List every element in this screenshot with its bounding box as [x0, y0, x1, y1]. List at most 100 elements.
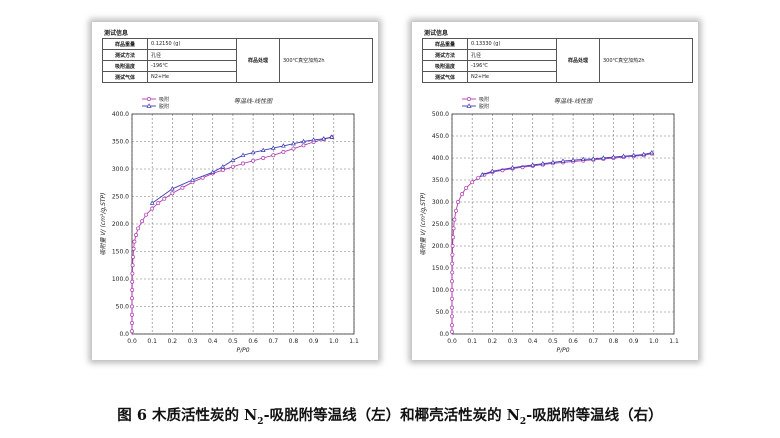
- y-tick-label: 350.0: [112, 139, 129, 146]
- data-point-circle: [470, 180, 475, 185]
- data-point-circle: [241, 161, 245, 166]
- data-point-circle: [130, 263, 135, 268]
- data-point-triangle: [250, 149, 256, 155]
- data-point-circle: [291, 146, 296, 151]
- y-tick-label: 200.0: [112, 221, 129, 228]
- treatment-label: 样品处理: [556, 38, 600, 83]
- data-point-circle: [450, 261, 455, 266]
- info-value: -196℃: [467, 60, 557, 72]
- y-tick-label: 300.0: [432, 199, 449, 206]
- data-point-circle: [144, 212, 149, 217]
- y-tick-label: 50.0: [116, 304, 130, 311]
- data-point-circle: [450, 244, 455, 248]
- x-axis-label: P/P0: [556, 347, 569, 354]
- data-point-circle: [450, 288, 454, 292]
- data-point-circle: [450, 329, 454, 334]
- data-point-circle: [271, 153, 276, 158]
- data-point-circle: [131, 255, 135, 259]
- test-info-table: 样品重量 0.13330 (g) 样品处理 300℃真空加热2h 测试方法 孔径…: [422, 38, 693, 83]
- data-point-circle: [132, 239, 137, 244]
- figure-caption: 图 6 木质活性炭的 N2-吸脱附等温线（左）和椰壳活性炭的 N2-吸脱附等温线…: [0, 404, 780, 427]
- info-label: 样品重量: [102, 38, 148, 50]
- data-point-triangle: [301, 138, 306, 144]
- data-point-circle: [130, 288, 135, 292]
- y-tick-label: 50.0: [436, 309, 450, 316]
- data-point-circle: [451, 226, 456, 231]
- info-title: 测试信息: [104, 30, 129, 37]
- treatment-label: 样品处理: [236, 38, 280, 83]
- data-point-triangle: [291, 140, 296, 146]
- data-point-circle: [170, 191, 175, 196]
- x-tick-label: 1.0: [649, 338, 659, 345]
- x-tick-label: 1.1: [669, 338, 679, 345]
- legend-marker: [466, 103, 472, 108]
- data-point-circle: [460, 192, 465, 197]
- info-label: 测试气体: [422, 71, 468, 83]
- info-label: 测试方法: [422, 49, 468, 61]
- test-info-table: 样品重量 0.12150 (g) 样品处理 300℃真空加热2h 测试方法 孔径…: [102, 38, 373, 83]
- data-point-triangle: [611, 154, 616, 159]
- y-tick-label: 300.0: [112, 166, 129, 173]
- y-tick-label: 250.0: [112, 194, 129, 201]
- x-tick-label: 1.0: [329, 338, 339, 345]
- data-point-circle: [301, 143, 306, 148]
- caption-middle: -吸脱附等温线（左）和椰壳活性炭的 N: [263, 407, 520, 424]
- data-point-circle: [454, 208, 458, 213]
- y-axis-label: 吸附量 V/ (cm³/g,STP): [419, 192, 427, 255]
- y-tick-label: 450.0: [432, 133, 449, 140]
- series-line: [451, 153, 652, 332]
- info-label: 样品重量: [422, 38, 468, 50]
- x-tick-label: 0.5: [548, 338, 558, 345]
- x-tick-label: 0.8: [289, 338, 299, 345]
- data-point-triangle: [280, 143, 286, 148]
- info-label: 测试气体: [102, 71, 148, 83]
- data-point-circle: [131, 246, 136, 251]
- data-point-triangle: [510, 164, 515, 170]
- data-point-triangle: [329, 134, 335, 139]
- chart-title: 等温线-线性图: [554, 97, 593, 105]
- x-tick-label: 0.3: [188, 338, 198, 345]
- data-point-circle: [130, 312, 134, 317]
- x-tick-label: 0.9: [629, 338, 639, 345]
- data-point-triangle: [560, 158, 566, 163]
- x-tick-label: 0.6: [248, 338, 258, 345]
- info-value: 孔径: [147, 49, 237, 61]
- data-point-circle: [180, 185, 185, 190]
- info-value: N2+He: [147, 71, 237, 83]
- x-tick-label: 0.6: [568, 338, 578, 345]
- x-axis-label: P/P0: [236, 347, 249, 354]
- isotherm-chart-left: 等温线-线性图 0.0 0.1 0.2 0.3 0.4 0.5 0.6 0.7 0.8 0.9 1.0…: [99, 96, 359, 354]
- series-line: [482, 152, 652, 176]
- legend-label: 脱附: [479, 103, 489, 110]
- x-tick-label: 0.7: [588, 338, 598, 345]
- data-point-circle: [476, 175, 481, 180]
- info-title: 测试信息: [424, 30, 449, 37]
- treatment-value: 300℃真空加热2h: [279, 38, 373, 83]
- data-point-circle: [220, 168, 225, 173]
- data-point-circle: [130, 321, 134, 325]
- legend-marker: [467, 97, 471, 101]
- data-point-circle: [130, 296, 134, 301]
- caption-subscript: 2: [257, 416, 264, 427]
- isotherm-panel-right: 测试信息 样品重量 0.13330 (g) 样品处理 300℃真空加热2h 测试…: [412, 22, 698, 360]
- data-point-triangle: [649, 149, 655, 155]
- data-point-circle: [452, 217, 457, 222]
- y-tick-label: 200.0: [432, 243, 449, 250]
- x-tick-label: 0.3: [508, 338, 518, 345]
- x-tick-label: 0.2: [168, 338, 178, 345]
- data-point-triangle: [270, 145, 276, 150]
- data-point-circle: [456, 200, 461, 204]
- data-point-circle: [150, 206, 155, 211]
- data-point-triangle: [570, 157, 576, 162]
- x-tick-label: 1.1: [349, 338, 359, 345]
- y-tick-label: 350.0: [432, 177, 449, 184]
- info-label: 测试方法: [102, 49, 148, 61]
- treatment-value: 300℃真空加热2h: [599, 38, 693, 83]
- x-tick-label: 0.1: [147, 338, 157, 345]
- data-point-circle: [450, 279, 454, 284]
- legend-label: 吸附: [159, 96, 169, 103]
- data-point-circle: [450, 305, 454, 310]
- isotherm-panel-left: 测试信息 样品重量 0.12150 (g) 样品处理 300℃真空加热2h 测试…: [92, 22, 378, 360]
- data-point-circle: [130, 279, 135, 284]
- y-tick-label: 500.0: [432, 111, 449, 118]
